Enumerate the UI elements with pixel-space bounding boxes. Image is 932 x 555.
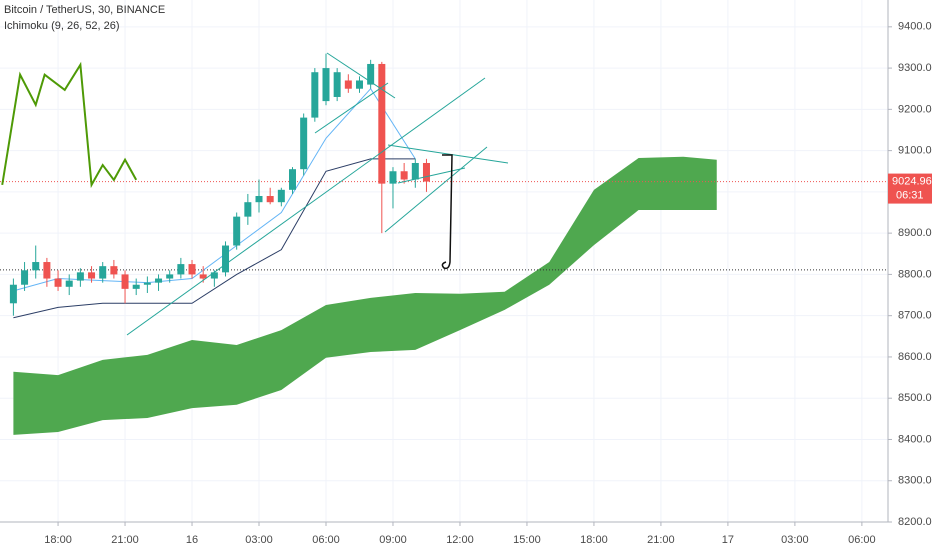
y-tick-label: 8500.00	[898, 392, 932, 404]
candle-body	[378, 63, 386, 184]
candle-body	[422, 162, 430, 182]
base-line	[13, 158, 416, 319]
projection-arrow	[441, 154, 453, 270]
indicator-label: Ichimoku (9, 26, 52, 26)	[4, 20, 120, 32]
y-tick-label: 8700.00	[898, 310, 932, 322]
candle-body	[188, 264, 196, 275]
candle-body	[389, 171, 397, 184]
candle-body	[277, 189, 285, 203]
x-tick-label: 16	[186, 534, 198, 546]
y-tick-label: 8200.00	[898, 516, 932, 528]
candle-body	[132, 284, 140, 289]
candle-body	[266, 196, 274, 203]
candle-body	[311, 72, 319, 118]
candle-body	[54, 278, 62, 287]
candle-body	[143, 282, 151, 285]
trendline	[387, 144, 509, 164]
x-tick-label: 17	[722, 534, 734, 546]
candle-body	[166, 274, 174, 279]
price-tag-label: 9024.96	[892, 175, 932, 187]
x-tick-label: 21:00	[647, 534, 675, 546]
y-tick-label: 9400.00	[898, 21, 932, 33]
x-tick-label: 18:00	[44, 534, 72, 546]
candle-body	[300, 117, 308, 170]
countdown-label: 06:31	[896, 189, 924, 201]
candle-body	[9, 284, 17, 304]
price-tag	[888, 173, 932, 204]
candle-body	[121, 274, 129, 289]
candle-body	[255, 196, 263, 203]
candle-body	[43, 262, 51, 279]
candle-body	[367, 63, 375, 85]
y-tick-label: 8800.00	[898, 268, 932, 280]
candle-body	[222, 245, 230, 273]
chart-title: Bitcoin / TetherUS, 30, BINANCE	[4, 4, 165, 16]
y-tick-label: 9100.00	[898, 145, 932, 157]
ichimoku-cloud	[13, 156, 717, 435]
candle-body	[210, 272, 218, 279]
x-tick-label: 06:00	[312, 534, 340, 546]
trendline	[314, 82, 389, 134]
candle-body	[233, 216, 241, 246]
candle-body	[400, 171, 408, 180]
x-tick-label: 03:00	[781, 534, 809, 546]
x-tick-label: 21:00	[111, 534, 139, 546]
x-tick-label: 03:00	[245, 534, 273, 546]
y-tick-label: 8600.00	[898, 351, 932, 363]
candle-body	[333, 72, 341, 97]
candle-body	[289, 169, 297, 190]
candle-body	[355, 80, 363, 89]
candle-body	[322, 68, 330, 102]
y-tick-label: 8900.00	[898, 227, 932, 239]
x-tick-label: 12:00	[446, 534, 474, 546]
candle-body	[65, 280, 73, 287]
trendline	[126, 77, 486, 336]
y-tick-label: 9300.00	[898, 62, 932, 74]
plot-area	[0, 0, 888, 523]
y-tick-label: 8400.00	[898, 433, 932, 445]
candle-body	[99, 266, 107, 279]
candle-body	[76, 272, 84, 281]
trendline	[384, 146, 488, 233]
x-tick-label: 06:00	[848, 534, 876, 546]
candle-body	[177, 264, 185, 275]
x-tick-label: 15:00	[513, 534, 541, 546]
lagging-span	[1, 61, 138, 189]
candle-body	[344, 80, 352, 89]
candle-body	[21, 270, 29, 285]
x-tick-label: 09:00	[379, 534, 407, 546]
x-tick-label: 18:00	[580, 534, 608, 546]
candle-body	[411, 162, 419, 180]
trendline	[326, 52, 396, 99]
candle-body	[199, 274, 207, 279]
candle-body	[110, 266, 118, 275]
y-tick-label: 9200.00	[898, 103, 932, 115]
candle-body	[88, 272, 96, 279]
trendline	[397, 167, 466, 184]
candle-body	[155, 278, 163, 283]
y-tick-label: 8300.00	[898, 475, 932, 487]
trendlines	[126, 52, 509, 336]
candle-body	[32, 262, 40, 271]
candle-body	[244, 202, 252, 217]
